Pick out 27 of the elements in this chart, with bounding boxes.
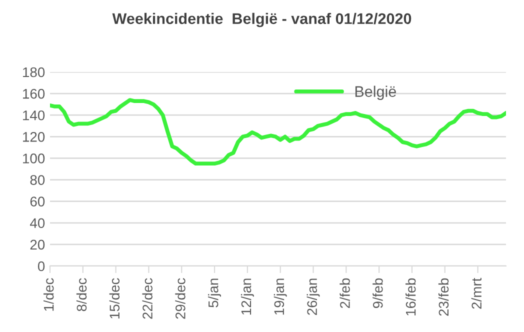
x-tick-label: 26/jan (306, 278, 320, 315)
x-tick-label: 5/jan (208, 278, 222, 308)
x-tick-label: 1/dec (44, 278, 54, 311)
x-tick-label: 12/jan (240, 278, 254, 315)
y-tick-label: 80 (30, 175, 45, 185)
x-tick-label: 2/mrt (471, 278, 482, 309)
x-tick-label: 8/dec (76, 278, 87, 312)
x-tick-label: 19/jan (274, 278, 287, 315)
y-tick-label: 120 (23, 132, 45, 142)
y-tick-label: 180 (23, 67, 45, 78)
x-tick-label: 9/feb (372, 278, 383, 308)
y-tick-label: 20 (30, 240, 45, 250)
y-tick-label: 40 (30, 218, 45, 228)
x-tick-label: 2/feb (340, 278, 350, 308)
y-tick-label: 60 (30, 196, 45, 207)
y-tick-label: 0 (38, 261, 45, 272)
legend-label: België (355, 86, 396, 100)
y-tick-label: 160 (23, 88, 45, 99)
chart-title: Weekincidentie België - vanaf 01/12/2020 (112, 12, 412, 28)
x-tick-label: 22/dec (142, 278, 152, 319)
line-series (50, 98, 506, 166)
y-tick-label: 140 (23, 110, 45, 120)
x-tick-label: 16/feb (406, 278, 416, 316)
x-tick-label: 29/dec (175, 278, 186, 319)
x-tick-label: 23/feb (438, 278, 449, 316)
y-tick-label: 100 (23, 154, 45, 164)
x-tick-label: 15/dec (109, 278, 120, 318)
